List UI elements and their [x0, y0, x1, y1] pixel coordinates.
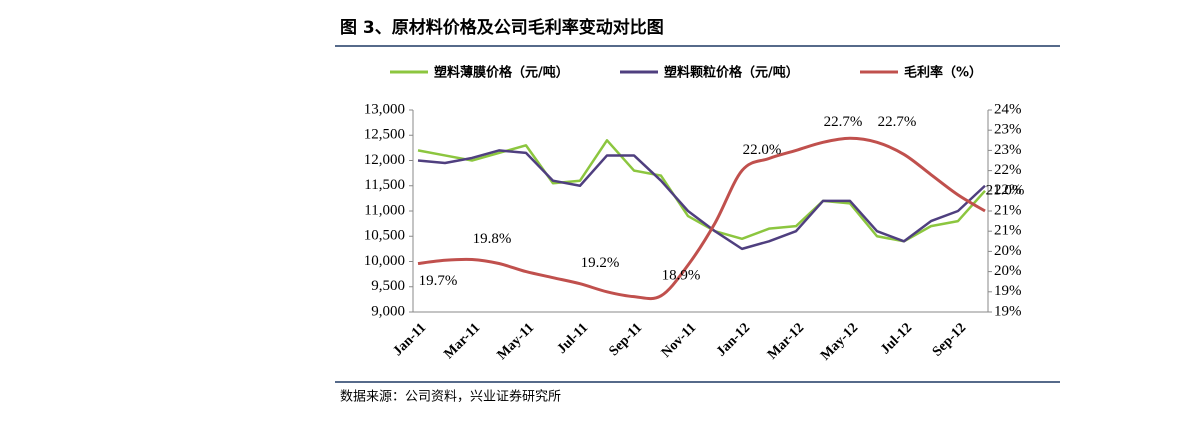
y2-tick-label: 23%: [994, 142, 1022, 158]
y-tick-label: 10,000: [364, 253, 405, 269]
data-label: 21.0%: [986, 182, 1025, 198]
data-label: 22.7%: [878, 114, 917, 130]
y2-tick-label: 24%: [994, 101, 1022, 117]
source: 数据来源：公司资料，兴业证券研究所: [340, 389, 561, 405]
x-tick-label: Sep-11: [606, 320, 645, 359]
x-tick-label: Mar-12: [765, 320, 807, 362]
legend-label: 毛利率（%）: [904, 65, 982, 81]
y-tick-label: 13,000: [364, 101, 405, 117]
x-tick-label: Sep-12: [930, 320, 969, 359]
y2-tick-label: 19%: [994, 303, 1022, 319]
y-tick-label: 12,500: [364, 127, 405, 143]
y-tick-label: 11,500: [364, 177, 405, 193]
y2-tick-label: 20%: [994, 243, 1022, 259]
y-tick-label: 12,000: [364, 152, 405, 168]
data-label: 19.2%: [581, 255, 620, 271]
x-tick-label: May-12: [818, 320, 861, 363]
x-tick-label: Jan-11: [390, 320, 429, 359]
legend-label: 塑料颗粒价格（元/吨）: [664, 65, 799, 81]
y2-tick-label: 21%: [994, 202, 1022, 218]
y-tick-label: 9,000: [371, 303, 405, 319]
x-tick-label: Jan-12: [714, 320, 753, 359]
y2-tick-label: 20%: [994, 263, 1022, 279]
x-tick-label: Mar-11: [442, 320, 484, 362]
data-label: 22.7%: [824, 114, 863, 130]
y-tick-label: 10,500: [364, 228, 405, 244]
x-tick-label: Jul-11: [555, 320, 591, 356]
chart-title: 图 3、原材料价格及公司毛利率变动对比图: [340, 17, 664, 38]
y2-tick-label: 22%: [994, 162, 1022, 178]
data-label: 19.8%: [473, 231, 512, 247]
y2-tick-label: 23%: [994, 122, 1022, 138]
data-label: 19.7%: [419, 273, 458, 289]
legend-label: 塑料薄膜价格（元/吨）: [434, 65, 569, 81]
y2-tick-label: 21%: [994, 223, 1022, 239]
y2-tick-label: 19%: [994, 283, 1022, 299]
data-label: 18.9%: [662, 267, 701, 283]
series-line: [417, 149, 986, 251]
series-line: [417, 139, 986, 243]
y-tick-label: 9,500: [371, 278, 405, 294]
series-line: [417, 136, 986, 301]
x-tick-label: Jul-12: [878, 320, 915, 357]
x-tick-label: May-11: [495, 320, 538, 363]
y-tick-label: 11,000: [364, 202, 405, 218]
x-tick-label: Nov-11: [659, 320, 699, 360]
y2-tick-label: 22%: [994, 182, 1022, 198]
data-label: 22.0%: [743, 142, 782, 158]
